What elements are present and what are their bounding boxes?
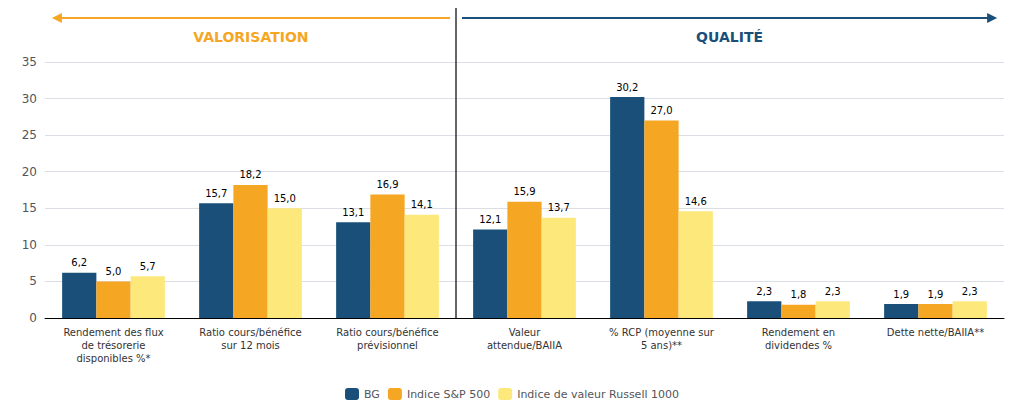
svg-text:15,9: 15,9 — [513, 186, 535, 197]
svg-text:13,7: 13,7 — [548, 202, 570, 213]
svg-text:27,0: 27,0 — [650, 105, 672, 116]
svg-text:30,2: 30,2 — [616, 82, 638, 93]
svg-text:20: 20 — [22, 165, 37, 179]
svg-text:25: 25 — [22, 128, 37, 142]
svg-text:VALORISATION: VALORISATION — [193, 29, 308, 45]
svg-text:attendue/BAIIA: attendue/BAIIA — [487, 340, 562, 351]
svg-text:1,8: 1,8 — [791, 289, 807, 300]
svg-text:0: 0 — [29, 311, 37, 325]
svg-text:15: 15 — [22, 201, 37, 215]
svg-text:18,2: 18,2 — [239, 169, 261, 180]
svg-text:2,3: 2,3 — [962, 286, 978, 297]
svg-text:15,0: 15,0 — [274, 193, 296, 204]
svg-text:Valeur: Valeur — [509, 327, 541, 338]
svg-text:Dette nette/BAIIA**: Dette nette/BAIIA** — [887, 327, 984, 338]
svg-text:1,9: 1,9 — [928, 289, 944, 300]
svg-text:5,0: 5,0 — [106, 266, 122, 277]
svg-text:Rendement des flux: Rendement des flux — [63, 327, 163, 338]
svg-text:Indice de valeur Russell 1000: Indice de valeur Russell 1000 — [517, 388, 679, 401]
svg-text:2,3: 2,3 — [756, 286, 772, 297]
svg-text:30: 30 — [22, 92, 37, 106]
svg-text:sur 12 mois: sur 12 mois — [221, 340, 280, 351]
svg-text:35: 35 — [22, 55, 37, 69]
svg-text:Indice S&P 500: Indice S&P 500 — [407, 388, 490, 401]
svg-text:6,2: 6,2 — [71, 257, 87, 268]
svg-text:prévisionnel: prévisionnel — [357, 340, 418, 351]
svg-text:5 ans)**: 5 ans)** — [641, 340, 682, 351]
svg-text:13,1: 13,1 — [342, 207, 364, 218]
svg-text:QUALITÉ: QUALITÉ — [696, 29, 763, 45]
svg-text:16,9: 16,9 — [376, 179, 398, 190]
svg-text:de trésorerie: de trésorerie — [81, 340, 145, 351]
svg-text:5: 5 — [29, 274, 37, 288]
svg-text:disponibles %*: disponibles %* — [76, 353, 150, 364]
svg-text:Rendement en: Rendement en — [762, 327, 835, 338]
svg-text:12,1: 12,1 — [479, 214, 501, 225]
svg-text:Ratio cours/bénéfice: Ratio cours/bénéfice — [199, 327, 301, 338]
svg-text:15,7: 15,7 — [205, 188, 227, 199]
svg-text:5,7: 5,7 — [140, 261, 156, 272]
svg-text:14,1: 14,1 — [411, 199, 433, 210]
svg-text:BG: BG — [364, 388, 380, 401]
svg-text:14,6: 14,6 — [685, 196, 707, 207]
svg-text:1,9: 1,9 — [893, 289, 909, 300]
svg-text:2,3: 2,3 — [825, 286, 841, 297]
svg-text:% RCP (moyenne sur: % RCP (moyenne sur — [609, 327, 715, 338]
svg-text:dividendes %: dividendes % — [765, 340, 832, 351]
svg-text:10: 10 — [22, 238, 37, 252]
svg-text:Ratio cours/bénéfice: Ratio cours/bénéfice — [336, 327, 438, 338]
